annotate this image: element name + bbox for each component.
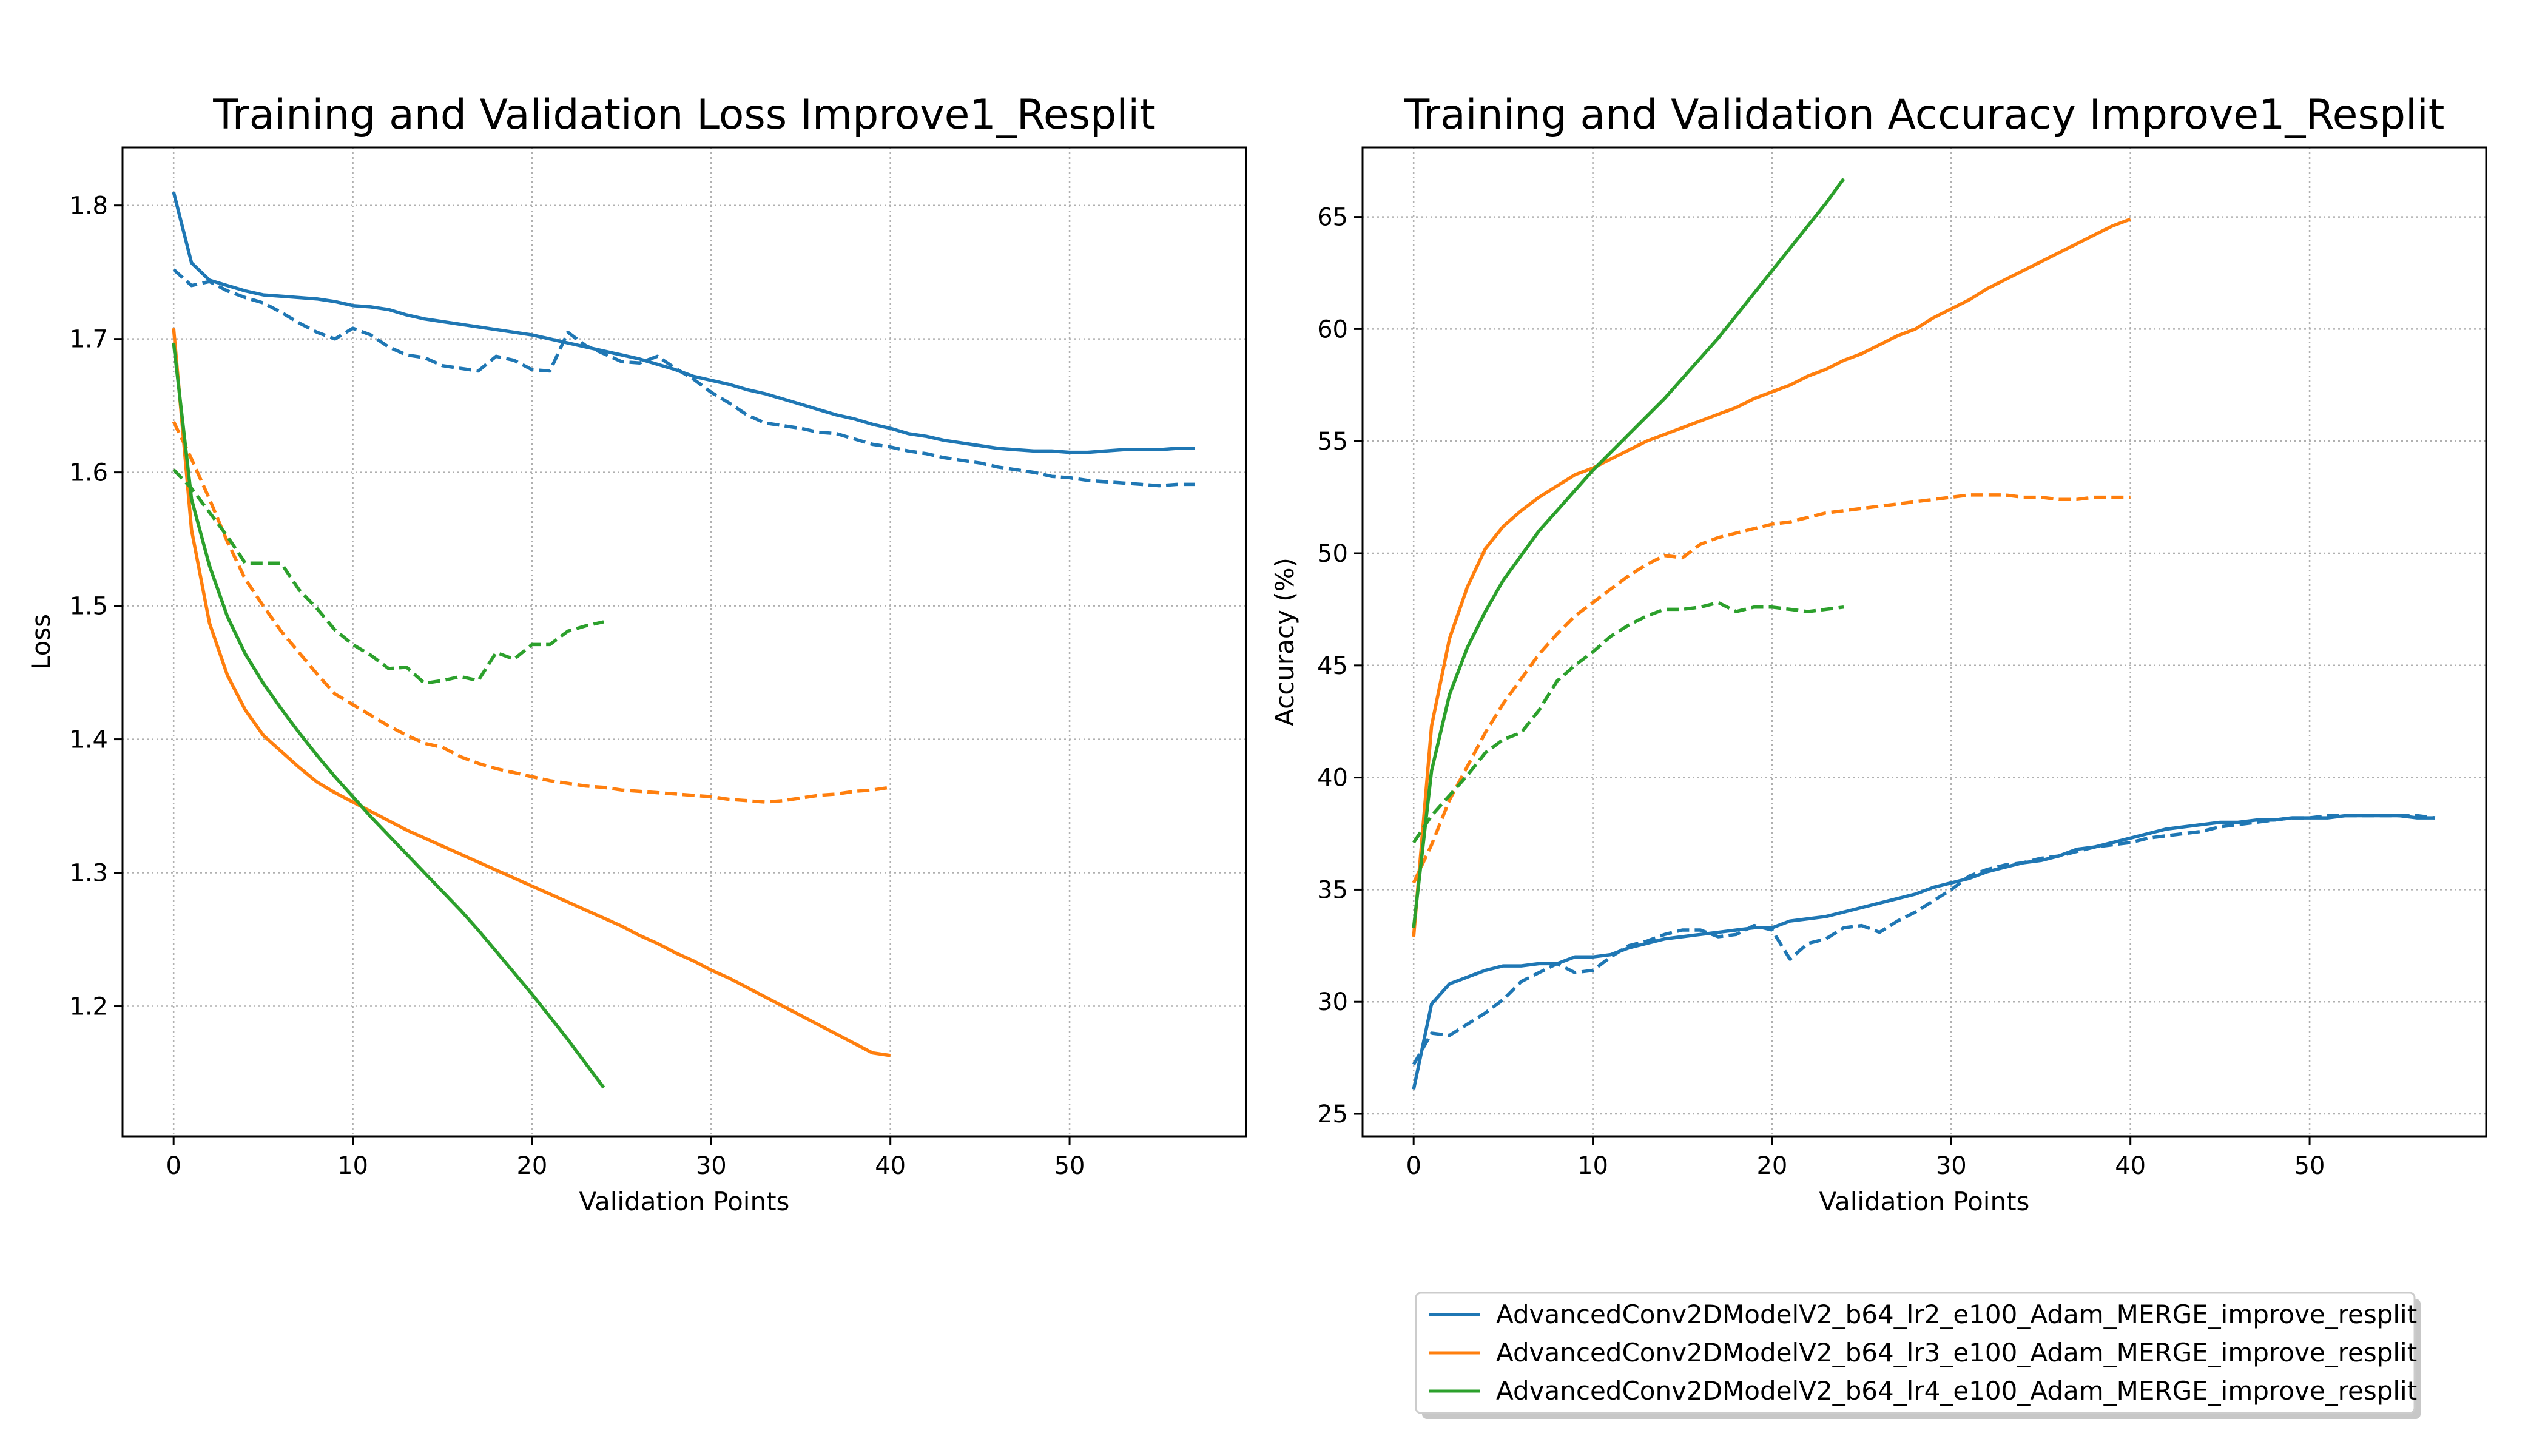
accuracy-chart: Training and Validation Accuracy Improve… bbox=[1270, 91, 2487, 1216]
loss-y-tick-label: 1.4 bbox=[69, 726, 108, 754]
accuracy-x-tick-label: 0 bbox=[1406, 1152, 1421, 1180]
accuracy-y-tick-label: 55 bbox=[1317, 428, 1348, 456]
loss-series-lr2-validation-line bbox=[172, 268, 1195, 488]
loss-x-axis-label: Validation Points bbox=[579, 1187, 790, 1216]
loss-axes-frame bbox=[121, 146, 1247, 1138]
accuracy-x-tick-label: 20 bbox=[1756, 1152, 1787, 1180]
legend-label-lr4: AdvancedConv2DModelV2_b64_lr4_e100_Adam_… bbox=[1496, 1376, 2417, 1406]
accuracy-y-tick-label: 60 bbox=[1317, 315, 1348, 343]
accuracy-y-tick-label: 45 bbox=[1317, 652, 1348, 680]
loss-x-tick-label: 20 bbox=[516, 1152, 547, 1180]
legend: AdvancedConv2DModelV2_b64_lr2_e100_Adam_… bbox=[1415, 1292, 2421, 1419]
accuracy-y-axis: 25 30 35 40 45 50 55 60 65 bbox=[1317, 204, 1363, 1128]
legend-label-lr3: AdvancedConv2DModelV2_b64_lr3_e100_Adam_… bbox=[1496, 1338, 2417, 1367]
legend-box bbox=[1415, 1292, 2416, 1414]
loss-x-tick-label: 50 bbox=[1054, 1152, 1085, 1180]
loss-y-tick-label: 1.7 bbox=[69, 326, 108, 354]
accuracy-y-tick-label: 50 bbox=[1317, 540, 1348, 568]
accuracy-x-tick-label: 30 bbox=[1936, 1152, 1967, 1180]
accuracy-series-lr4-training-line bbox=[1412, 178, 1845, 928]
loss-chart-title: Training and Validation Loss Improve1_Re… bbox=[212, 91, 1156, 139]
accuracy-series-lr3-validation-line bbox=[1412, 493, 2131, 884]
accuracy-x-axis-label: Validation Points bbox=[1819, 1187, 2030, 1216]
loss-x-tick-label: 10 bbox=[337, 1152, 368, 1180]
accuracy-axes-frame bbox=[1361, 146, 2487, 1138]
accuracy-series-lr3-training-line bbox=[1412, 217, 2131, 937]
accuracy-y-tick-label: 25 bbox=[1317, 1100, 1348, 1128]
accuracy-series-lr4-validation-line bbox=[1412, 601, 1844, 844]
accuracy-x-axis: 0 10 20 30 40 50 bbox=[1406, 1136, 2325, 1180]
accuracy-y-tick-label: 65 bbox=[1317, 204, 1348, 232]
accuracy-chart-title: Training and Validation Accuracy Improve… bbox=[1404, 91, 2445, 139]
loss-y-tick-label: 1.5 bbox=[69, 593, 108, 621]
loss-chart: Training and Validation Loss Improve1_Re… bbox=[26, 91, 1247, 1216]
loss-x-tick-label: 40 bbox=[875, 1152, 906, 1180]
loss-series-lr3-training-line bbox=[172, 328, 891, 1057]
loss-y-tick-label: 1.2 bbox=[69, 993, 108, 1021]
accuracy-y-axis-label: Accuracy (%) bbox=[1270, 558, 1299, 726]
loss-y-tick-label: 1.3 bbox=[69, 860, 108, 888]
accuracy-x-tick-label: 10 bbox=[1577, 1152, 1608, 1180]
legend-label-lr2: AdvancedConv2DModelV2_b64_lr2_e100_Adam_… bbox=[1496, 1299, 2417, 1329]
loss-x-tick-label: 0 bbox=[166, 1152, 181, 1180]
loss-series-lr4-validation-line bbox=[172, 468, 604, 685]
loss-y-tick-label: 1.8 bbox=[69, 192, 108, 220]
accuracy-plot-area bbox=[1412, 178, 2436, 1090]
accuracy-x-tick-label: 50 bbox=[2294, 1152, 2325, 1180]
loss-series-lr3-validation-line bbox=[172, 420, 891, 804]
loss-y-axis: 1.2 1.3 1.4 1.5 1.6 1.7 1.8 bbox=[69, 192, 123, 1021]
loss-plot-area bbox=[172, 192, 1195, 1089]
loss-series-lr4-training-line bbox=[172, 342, 605, 1089]
accuracy-x-tick-label: 40 bbox=[2115, 1152, 2146, 1180]
accuracy-y-tick-label: 30 bbox=[1317, 988, 1348, 1016]
accuracy-y-tick-label: 35 bbox=[1317, 876, 1348, 904]
loss-x-tick-label: 30 bbox=[696, 1152, 727, 1180]
loss-y-tick-label: 1.6 bbox=[69, 459, 108, 487]
loss-x-axis: 0 10 20 30 40 50 bbox=[166, 1136, 1085, 1180]
accuracy-series-lr2-validation-line bbox=[1412, 814, 2436, 1066]
accuracy-y-tick-label: 40 bbox=[1317, 764, 1348, 792]
loss-y-axis-label: Loss bbox=[26, 614, 56, 670]
